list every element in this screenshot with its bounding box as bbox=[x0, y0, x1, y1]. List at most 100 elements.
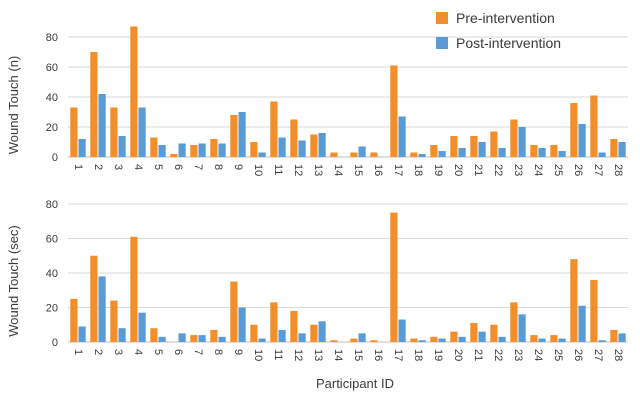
x-tick-label: 22 bbox=[492, 164, 504, 176]
bar-post-intervention-24 bbox=[538, 148, 546, 157]
bar-pre-intervention-24 bbox=[530, 335, 538, 342]
y-tick-label: 0 bbox=[52, 337, 58, 349]
x-tick-label: 8 bbox=[212, 164, 224, 170]
bar-pre-intervention-8 bbox=[210, 329, 218, 342]
bar-post-intervention-2 bbox=[98, 276, 106, 342]
x-tick-label: 19 bbox=[432, 349, 444, 361]
bar-pre-intervention-17 bbox=[390, 212, 398, 342]
y-tick-label: 0 bbox=[52, 152, 58, 164]
bar-pre-intervention-12 bbox=[290, 119, 298, 157]
x-tick-label: 4 bbox=[132, 349, 144, 355]
bar-pre-intervention-9 bbox=[230, 115, 238, 157]
y-tick-label: 40 bbox=[46, 92, 58, 104]
bar-pre-intervention-7 bbox=[190, 335, 198, 342]
x-tick-label: 8 bbox=[212, 349, 224, 355]
x-tick-label: 9 bbox=[232, 164, 244, 170]
bar-post-intervention-27 bbox=[598, 340, 606, 342]
bar-post-intervention-23 bbox=[518, 314, 526, 342]
bar-post-intervention-23 bbox=[518, 127, 526, 157]
bar-post-intervention-8 bbox=[218, 143, 226, 157]
x-tick-label: 11 bbox=[272, 349, 284, 360]
y-tick-label: 40 bbox=[46, 268, 58, 280]
bar-pre-intervention-15 bbox=[350, 338, 358, 342]
bar-post-intervention-11 bbox=[278, 137, 286, 157]
bar-post-intervention-2 bbox=[98, 94, 106, 157]
x-tick-label: 18 bbox=[412, 349, 424, 361]
y-tick-label: 80 bbox=[46, 199, 58, 211]
bar-post-intervention-3 bbox=[118, 328, 126, 342]
y-tick-label: 80 bbox=[46, 32, 58, 44]
bar-post-intervention-6 bbox=[178, 333, 186, 342]
x-tick-label: 10 bbox=[252, 349, 264, 361]
bar-pre-intervention-26 bbox=[570, 259, 578, 342]
x-axis-title: Participant ID bbox=[316, 376, 394, 391]
bar-post-intervention-25 bbox=[558, 338, 566, 342]
bar-post-intervention-12 bbox=[298, 333, 306, 342]
x-tick-label: 7 bbox=[192, 164, 204, 170]
bar-post-intervention-28 bbox=[618, 333, 626, 342]
bar-post-intervention-4 bbox=[138, 107, 146, 157]
x-tick-label: 5 bbox=[152, 349, 164, 355]
bar-pre-intervention-1 bbox=[70, 107, 78, 157]
bar-post-intervention-26 bbox=[578, 305, 586, 342]
bar-post-intervention-9 bbox=[238, 112, 246, 157]
x-tick-label: 25 bbox=[552, 164, 564, 176]
x-tick-label: 15 bbox=[352, 164, 364, 176]
y-axis-title: Wound Touch (sec) bbox=[6, 225, 21, 337]
x-tick-label: 13 bbox=[312, 349, 324, 361]
bar-pre-intervention-3 bbox=[110, 300, 118, 342]
bar-pre-intervention-11 bbox=[270, 101, 278, 157]
bar-pre-intervention-23 bbox=[510, 119, 518, 157]
x-tick-label: 27 bbox=[592, 349, 604, 361]
bar-post-intervention-15 bbox=[358, 333, 366, 342]
x-tick-label: 21 bbox=[472, 349, 484, 361]
bar-post-intervention-1 bbox=[78, 139, 86, 157]
y-axis-title: Wound Touch (n) bbox=[6, 56, 21, 155]
bar-post-intervention-8 bbox=[218, 336, 226, 342]
x-tick-label: 26 bbox=[572, 349, 584, 361]
bar-pre-intervention-25 bbox=[550, 335, 558, 342]
bar-pre-intervention-10 bbox=[250, 324, 258, 342]
x-tick-label: 28 bbox=[612, 349, 624, 361]
bar-post-intervention-25 bbox=[558, 151, 566, 157]
bar-post-intervention-5 bbox=[158, 145, 166, 157]
x-tick-label: 25 bbox=[552, 349, 564, 361]
bar-pre-intervention-25 bbox=[550, 145, 558, 157]
legend-label: Post-intervention bbox=[456, 35, 561, 51]
x-tick-label: 21 bbox=[472, 164, 484, 176]
x-tick-label: 6 bbox=[172, 164, 184, 170]
bar-pre-intervention-3 bbox=[110, 107, 118, 157]
bar-pre-intervention-17 bbox=[390, 65, 398, 157]
bar-pre-intervention-5 bbox=[150, 328, 158, 342]
bar-post-intervention-4 bbox=[138, 312, 146, 342]
bar-post-intervention-1 bbox=[78, 326, 86, 342]
x-tick-label: 17 bbox=[392, 349, 404, 361]
bar-pre-intervention-23 bbox=[510, 302, 518, 342]
x-tick-label: 3 bbox=[112, 164, 124, 170]
bar-pre-intervention-18 bbox=[410, 338, 418, 342]
x-tick-label: 18 bbox=[412, 164, 424, 176]
x-tick-label: 1 bbox=[72, 349, 84, 355]
x-tick-label: 11 bbox=[272, 164, 284, 175]
bar-pre-intervention-19 bbox=[430, 336, 438, 342]
bar-post-intervention-9 bbox=[238, 307, 246, 342]
bar-post-intervention-22 bbox=[498, 148, 506, 157]
x-tick-label: 17 bbox=[392, 164, 404, 176]
bar-pre-intervention-4 bbox=[130, 26, 138, 157]
x-tick-label: 24 bbox=[532, 164, 544, 176]
x-tick-label: 4 bbox=[132, 164, 144, 170]
y-tick-label: 20 bbox=[46, 122, 58, 134]
bar-pre-intervention-20 bbox=[450, 331, 458, 342]
bar-pre-intervention-28 bbox=[610, 329, 618, 342]
x-tick-label: 1 bbox=[72, 164, 84, 170]
x-tick-label: 14 bbox=[332, 164, 344, 176]
x-tick-label: 20 bbox=[452, 164, 464, 176]
bar-pre-intervention-27 bbox=[590, 279, 598, 342]
bar-post-intervention-11 bbox=[278, 329, 286, 342]
bar-pre-intervention-15 bbox=[350, 152, 358, 157]
bar-pre-intervention-14 bbox=[330, 340, 338, 342]
bar-post-intervention-21 bbox=[478, 142, 486, 157]
x-tick-label: 2 bbox=[92, 164, 104, 170]
